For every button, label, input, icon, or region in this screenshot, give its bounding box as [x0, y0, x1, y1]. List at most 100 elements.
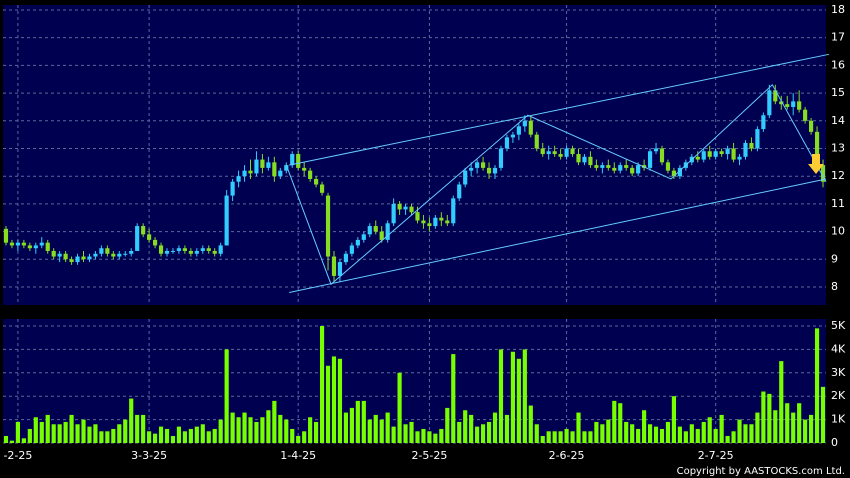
volume-bar [254, 421, 259, 443]
volume-bar [218, 419, 223, 443]
candle-body [194, 250, 199, 254]
volume-bar [373, 414, 378, 443]
volume-bar [576, 412, 581, 443]
volume-bar [302, 431, 307, 443]
candle-body [510, 134, 515, 138]
trendline [289, 178, 827, 294]
candle-body [87, 256, 92, 260]
candle-body [755, 129, 760, 149]
candle-body [391, 203, 396, 224]
volume-bar [343, 412, 349, 443]
volume-bar [379, 419, 384, 443]
volume-bar [39, 421, 44, 443]
volume-bar [284, 419, 289, 443]
y-tick-label: 15 [831, 86, 845, 99]
volume-bar [630, 424, 635, 443]
volume-bar [409, 421, 414, 443]
volume-bar [123, 419, 128, 443]
volume-bar [349, 407, 354, 443]
candle-body [761, 115, 766, 130]
candle-body [331, 256, 337, 276]
volume-bar [743, 424, 748, 443]
candle-body [528, 120, 533, 135]
candle-body [433, 217, 438, 227]
candle-body [379, 231, 384, 240]
volume-bar [99, 431, 104, 443]
y-tick-label: 13 [831, 141, 845, 154]
volume-bar [588, 431, 593, 443]
volume-bar [236, 417, 241, 443]
candle-body [522, 120, 527, 127]
volume-bar [439, 428, 444, 443]
volume-bar [314, 421, 319, 443]
volume-bar [755, 412, 760, 443]
candle-body [182, 248, 187, 251]
candle-body [612, 167, 617, 171]
y-tick-label: 11 [831, 197, 845, 210]
volume-bar [391, 426, 396, 443]
volume-bar [81, 419, 86, 443]
volume-bar [212, 428, 217, 443]
volume-bar [540, 435, 545, 443]
candle-body [492, 167, 498, 174]
candle-body [570, 148, 575, 155]
volume-bar [21, 438, 26, 443]
candle-body [791, 101, 796, 107]
trendline [289, 53, 830, 166]
volume-bar [677, 426, 682, 443]
volume-bar [820, 386, 826, 443]
volume-bar [224, 349, 229, 443]
volume-bar [600, 424, 605, 443]
volume-bar [51, 424, 56, 443]
volume-bar [475, 426, 480, 443]
volume-bar [582, 431, 587, 443]
candle-body [290, 154, 295, 166]
volume-bar [469, 414, 474, 443]
volume-bar [69, 414, 74, 443]
volume-bar [308, 417, 313, 443]
arrow-icon [808, 154, 824, 174]
candle-body [224, 195, 229, 246]
candle-body [75, 256, 80, 263]
candle-body [600, 165, 605, 168]
volume-bar [403, 424, 408, 443]
candle-body [230, 181, 235, 196]
volume-bar [397, 372, 402, 443]
candle-body [200, 248, 205, 251]
trendline [285, 83, 827, 286]
candle-body [69, 259, 74, 263]
volume-bar [665, 421, 671, 443]
candle-body [636, 165, 641, 174]
candle-body [319, 184, 325, 193]
volume-bar [522, 349, 527, 443]
candle-body [141, 226, 146, 235]
candle-body [606, 165, 611, 168]
candle-body [296, 154, 301, 168]
candle-body [367, 226, 372, 235]
candle-body [767, 90, 772, 116]
candle-body [135, 226, 140, 251]
volume-bar [445, 407, 450, 443]
candle-body [63, 253, 68, 260]
volume-bar [683, 431, 688, 443]
candle-body [463, 170, 468, 185]
volume-bar [93, 424, 98, 443]
candle-body [630, 167, 635, 174]
candle-body [170, 250, 176, 252]
volume-bar [749, 424, 754, 443]
candle-body [588, 156, 593, 166]
candle-body [415, 212, 420, 221]
volume-bar [653, 426, 659, 443]
candle-body [176, 248, 182, 251]
candle-body [582, 156, 587, 163]
candle-body [624, 165, 629, 168]
candle-body [797, 101, 802, 110]
volume-bar [3, 435, 9, 443]
candle-body [302, 167, 307, 171]
volume-bar [546, 431, 551, 443]
candle-body [33, 245, 38, 249]
volume-bar [570, 431, 575, 443]
candle-body [15, 242, 20, 246]
candle-body [749, 142, 754, 149]
candle-body [504, 137, 510, 149]
